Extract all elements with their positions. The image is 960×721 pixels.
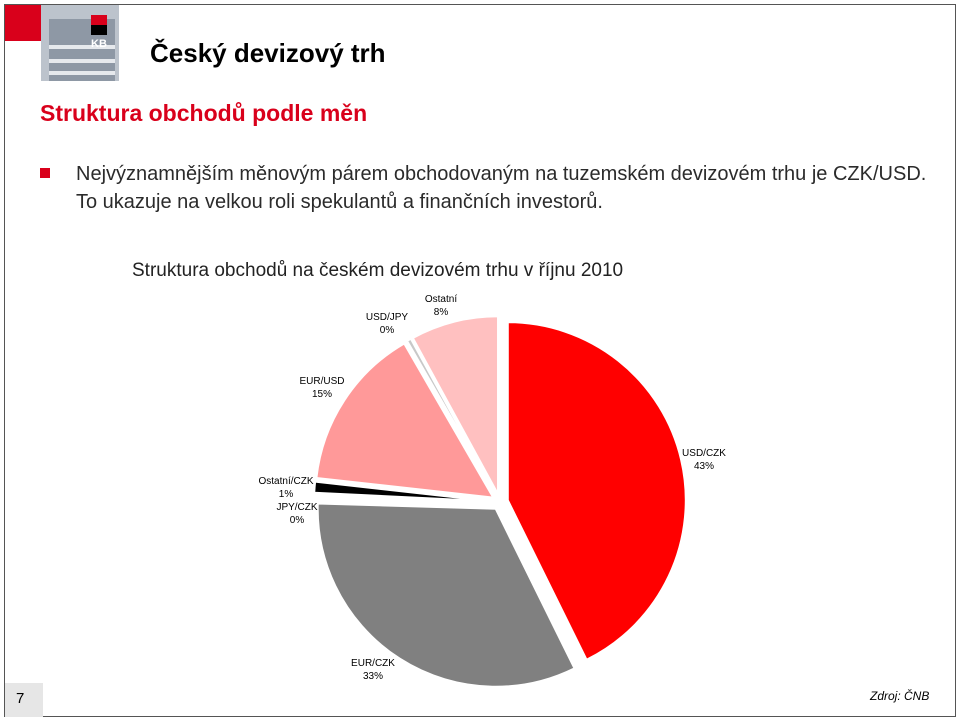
pie-slice-ostatn-czk	[313, 480, 493, 503]
bullet-marker	[40, 168, 50, 178]
slice-label-name: EUR/CZK	[351, 658, 395, 669]
pie-slice-eur-usd	[315, 342, 496, 499]
page-number: 7	[16, 690, 25, 707]
slice-label-name: USD/JPY	[366, 312, 409, 323]
logo-text: KB	[91, 38, 107, 50]
slice-label-value: 15%	[312, 389, 332, 400]
slice-label-value: 8%	[434, 307, 449, 318]
slice-label-value: 33%	[363, 671, 383, 682]
page-number-box	[5, 683, 43, 717]
slide-frame	[4, 4, 956, 717]
slice-label-name: Ostatní/CZK	[258, 476, 313, 487]
slide-subtitle: Struktura obchodů podle měn	[40, 100, 368, 126]
pie-slice-usd-czk	[506, 321, 687, 662]
slice-label-name: JPY/CZK	[276, 502, 317, 513]
slice-label-value: 0%	[380, 325, 395, 336]
pie-slice-eur-czk	[316, 502, 576, 688]
slide-title: Český devizový trh	[150, 38, 386, 68]
slice-label-name: USD/CZK	[682, 448, 726, 459]
bullet-text: Nejvýznamnějším měnovým párem obchodovan…	[76, 163, 927, 213]
slice-label-name: EUR/USD	[299, 376, 344, 387]
pie-slice-ostatn-	[411, 315, 500, 495]
source-note: Zdroj: ČNB	[870, 689, 930, 703]
kb-logo: KB	[5, 5, 119, 81]
pie-slice-usd-jpy	[405, 337, 497, 496]
slice-label-name: Ostatní	[425, 294, 457, 305]
slice-label-value: 43%	[694, 461, 714, 472]
slice-label-value: 0%	[290, 515, 305, 526]
chart-title: Struktura obchodů na českém devizovém tr…	[132, 260, 624, 281]
slice-label-value: 1%	[279, 489, 294, 500]
